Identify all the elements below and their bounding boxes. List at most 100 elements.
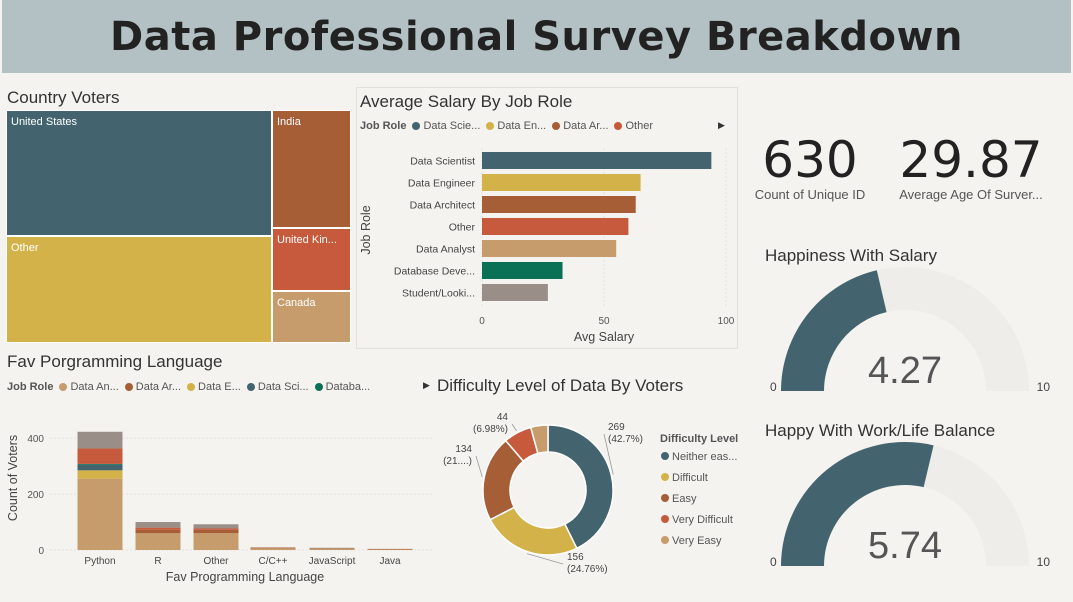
salary-category-label: Data Engineer — [408, 178, 476, 190]
salary-bar-chart: Data Scientist Data Engineer Data Architec… — [359, 148, 735, 344]
dashboard-title: Data Professional Survey Breakdown — [110, 13, 963, 60]
difficulty-donut-chart: 269(42.7%) 156(24.76%) 134(21....) 44(6.98%… — [443, 412, 738, 575]
treemap-tile-other[interactable]: Other — [6, 236, 272, 343]
lang-bar-segment — [309, 548, 355, 549]
kpi-age-label: Average Age Of Surver... — [899, 187, 1043, 202]
salary-legend-item[interactable]: Data En... — [486, 120, 546, 132]
salary-legend-item[interactable]: Data Ar... — [552, 120, 608, 132]
treemap-label: United States — [11, 116, 78, 128]
y-axis-label: Count of Voters — [6, 435, 20, 521]
legend-swatch — [552, 122, 561, 130]
salary-chart-panel — [356, 87, 738, 349]
legend-label: Data Scie... — [423, 120, 481, 132]
salary-legend: Job Role Data Scie... Data En... Data Ar..… — [360, 120, 659, 132]
salary-legend-item[interactable]: Other — [614, 120, 653, 132]
leader-line — [526, 553, 564, 565]
salary-bar — [482, 284, 548, 301]
legend-swatch — [486, 122, 495, 130]
salary-legend-item[interactable]: Data Scie... — [412, 120, 480, 132]
kpi-age-value: 29.87 — [899, 131, 1043, 189]
legend-swatch — [59, 383, 68, 391]
x-tick-label: JavaScript — [309, 556, 356, 567]
legend-swatch — [246, 383, 255, 391]
donut-data-label: 44 — [497, 412, 509, 423]
legend-swatch — [661, 494, 669, 502]
lang-bar-segment — [193, 529, 239, 534]
donut-slice — [547, 424, 614, 550]
gauge-worklife-title: Happy With Work/Life Balance — [765, 421, 996, 440]
kpi-count: 630 Count of Unique ID — [740, 135, 880, 202]
legend-swatch — [412, 122, 421, 130]
salary-category-label: Data Analyst — [416, 244, 475, 256]
lang-bar-segment — [135, 533, 181, 550]
treemap-label: Other — [11, 242, 39, 254]
gauge-salary: 4.27 0 10 — [770, 267, 1050, 394]
lang-bar-segment — [77, 463, 123, 465]
legend-label: Data E... — [198, 381, 241, 393]
salary-category-label: Student/Looki... — [402, 288, 475, 300]
gauge-min-label: 0 — [770, 380, 777, 394]
treemap-tile-india[interactable]: India — [272, 110, 351, 228]
x-tick-label: Other — [203, 556, 229, 567]
gauge-fill — [781, 442, 934, 566]
treemap-tile-united-states[interactable]: United States — [6, 110, 272, 236]
salary-category-label: Other — [449, 222, 476, 234]
legend-label: Data En... — [497, 120, 547, 132]
leader-line — [603, 433, 614, 475]
lang-bar-segment — [193, 528, 239, 530]
x-axis-label: Fav Programming Language — [166, 570, 324, 584]
lang-bar-segment — [135, 527, 181, 530]
legend-label: Other — [625, 120, 653, 132]
legend-swatch — [187, 383, 196, 391]
donut-legend-label: Difficult — [672, 472, 708, 484]
treemap-label: Canada — [277, 297, 316, 309]
gauge-salary-title: Happiness With Salary — [765, 246, 937, 265]
lang-bar-segment — [135, 529, 181, 534]
legend-label: Data An... — [70, 381, 119, 393]
expand-icon[interactable]: ▶ — [423, 380, 430, 390]
legend-label: Databa... — [325, 381, 371, 393]
legend-title: Job Role — [7, 381, 54, 393]
legend-next-icon[interactable]: ▶ — [718, 120, 725, 130]
lang-bar-segment — [77, 464, 123, 471]
donut-data-label: 134 — [455, 444, 472, 455]
lang-legend-item[interactable]: Data E... — [187, 381, 241, 393]
donut-legend-label: Very Easy — [672, 535, 722, 547]
treemap-tile-canada[interactable]: Canada — [272, 291, 351, 343]
donut-slice — [529, 424, 549, 455]
legend-label: Data Ar... — [135, 381, 182, 393]
treemap-tile-united-kingdom[interactable]: United Kin... — [272, 228, 351, 291]
lang-bar-segment — [309, 547, 355, 549]
gauge-worklife: 5.74 0 10 — [770, 442, 1051, 569]
lang-legend-item[interactable]: Data An... — [59, 381, 119, 393]
donut-data-pct: (6.98%) — [473, 424, 508, 435]
lang-bar-segment — [367, 548, 413, 550]
legend-swatch — [661, 536, 669, 544]
salary-bar — [482, 218, 629, 235]
gauge-value: 5.74 — [868, 525, 942, 567]
lang-bar-segment — [77, 470, 123, 479]
x-axis-label: Avg Salary — [574, 330, 635, 344]
salary-chart-title: Average Salary By Job Role — [360, 92, 573, 111]
donut-data-label: 269 — [608, 422, 625, 433]
salary-bar — [482, 174, 641, 191]
x-tick-label: Python — [84, 556, 115, 567]
salary-category-label: Database Deve... — [394, 266, 475, 278]
y-tick-label: 0 — [38, 546, 44, 557]
lang-bar-segment — [77, 448, 123, 464]
lang-legend-item[interactable]: Data Ar... — [124, 381, 182, 393]
lang-chart-title: Fav Porgramming Language — [7, 352, 223, 371]
lang-stacked-bar-chart: 0 200 400 Python R Other C/C++ JavaScript Java Fa… — [6, 431, 432, 584]
salary-bar — [482, 240, 617, 257]
lang-legend-item[interactable]: Data Sci... — [246, 381, 309, 393]
treemap-label: India — [277, 116, 301, 128]
donut-data-pct: (42.7%) — [608, 434, 643, 445]
gauge-max-label: 10 — [1037, 555, 1051, 569]
donut-slice — [489, 506, 578, 556]
salary-bar — [482, 196, 636, 213]
legend-swatch — [124, 383, 133, 391]
leader-line — [511, 423, 517, 432]
donut-data-pct: (24.76%) — [567, 564, 608, 575]
lang-legend-item[interactable]: Databa... — [314, 381, 371, 393]
x-tick-label: 100 — [718, 316, 735, 327]
